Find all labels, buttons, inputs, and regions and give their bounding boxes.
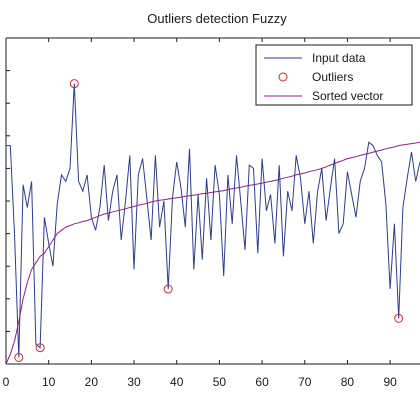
outliers-marker (163, 284, 173, 294)
legend-swatch-outliers (278, 72, 288, 82)
series-layer (5, 79, 420, 365)
x-axis: 0 10 20 30 40 50 60 70 80 90 (3, 38, 397, 389)
x-tick-label: 0 (3, 375, 10, 389)
x-tick-label: 30 (127, 375, 141, 389)
x-tick-label: 70 (298, 375, 312, 389)
x-tick-label: 10 (42, 375, 56, 389)
legend-label-outliers: Outliers (312, 70, 353, 84)
x-tick-label: 60 (255, 375, 269, 389)
y-axis (6, 70, 10, 332)
outliers-marker (14, 352, 24, 362)
outliers-marker (35, 343, 45, 353)
x-tick-label: 90 (383, 375, 397, 389)
x-tick-label: 50 (213, 375, 227, 389)
input-data-line (6, 83, 420, 358)
x-tick-label: 80 (341, 375, 355, 389)
legend-label-input-data: Input data (312, 51, 366, 65)
legend-label-sorted-vector: Sorted vector (312, 89, 383, 103)
x-tick-label: 20 (85, 375, 99, 389)
legend-box (255, 44, 413, 106)
legend: Input data Outliers Sorted vector (255, 44, 413, 106)
chart-title: Outliers detection Fuzzy (147, 11, 287, 26)
x-tick-label: 40 (170, 375, 184, 389)
outliers-marker (394, 313, 404, 323)
outliers-marker (69, 79, 79, 89)
sorted-vector-line (5, 141, 420, 365)
